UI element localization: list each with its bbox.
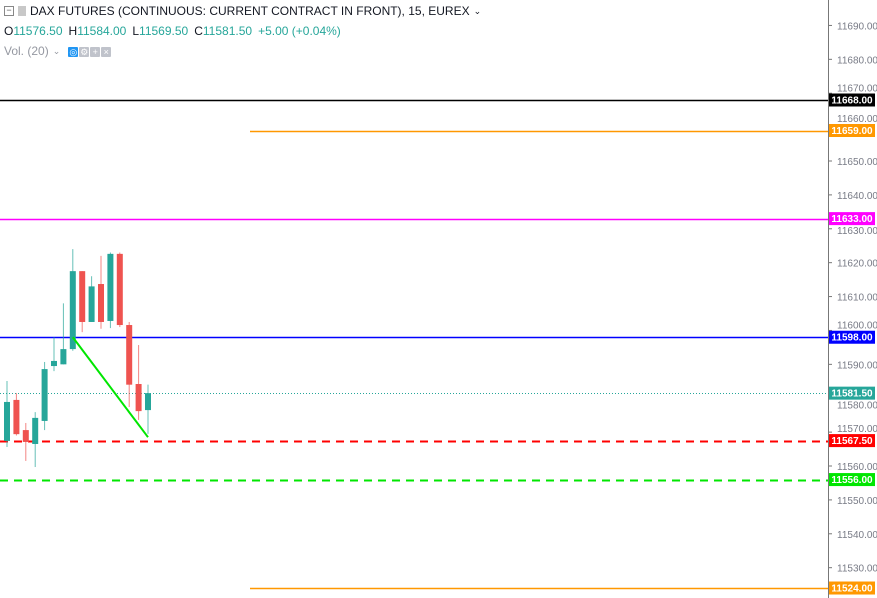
price-label: 11567.50	[831, 436, 873, 447]
y-tick-label: 11680.00	[837, 55, 877, 66]
candle-body	[79, 271, 86, 322]
candle	[107, 252, 114, 329]
close-value: 11581.50	[202, 23, 253, 38]
candle	[69, 249, 76, 351]
candle	[41, 361, 48, 431]
y-tick-label: 11650.00	[837, 157, 877, 168]
y-tick-label: 11570.00	[837, 424, 877, 435]
collapse-icon[interactable]: −	[4, 6, 14, 16]
close-icon[interactable]: ×	[101, 46, 112, 57]
ohlc-row: O11576.50 H11584.00 L11569.50 C11581.50 …	[4, 21, 481, 41]
price-label: 11524.00	[831, 584, 873, 595]
candle-body	[116, 253, 123, 326]
candle-body	[51, 360, 57, 367]
candle-body	[22, 430, 29, 442]
price-label: 11633.00	[831, 214, 873, 225]
candle	[126, 321, 133, 408]
candle-body	[41, 369, 48, 421]
y-tick-label: 11540.00	[837, 530, 877, 541]
y-tick-label: 11550.00	[837, 496, 877, 507]
open-value: 11576.50	[13, 23, 63, 38]
candle	[135, 345, 142, 420]
price-label-bg	[829, 473, 875, 487]
candle-body	[88, 286, 95, 322]
candle-body	[145, 393, 151, 411]
gear-icon[interactable]: ⚙	[79, 46, 90, 57]
high-label: H	[68, 23, 78, 38]
candle-body	[60, 349, 67, 365]
chevron-down-icon[interactable]: ⌄	[473, 5, 482, 16]
trendline	[72, 336, 149, 438]
price-label: 11598.00	[831, 333, 873, 344]
price-label-bg	[829, 330, 875, 344]
candle-body	[13, 399, 20, 435]
volume-row: Vol. (20) ⌄ ◎ ⚙ + ×	[4, 41, 481, 61]
price-label-bg	[829, 581, 875, 595]
candle	[88, 276, 95, 322]
candle	[51, 337, 57, 372]
y-tick-label: 11580.00	[837, 401, 877, 412]
chart-legend: − DAX FUTURES (CONTINUOUS: CURRENT CONTR…	[4, 1, 481, 61]
y-tick-label: 11660.00	[837, 114, 877, 125]
candle-body	[32, 417, 39, 444]
flag-icon[interactable]	[18, 6, 26, 16]
candle	[79, 271, 86, 333]
price-label-bg	[829, 386, 875, 400]
candle-body	[69, 271, 76, 350]
low-value: 11569.50	[139, 23, 189, 38]
candle-body	[107, 253, 114, 321]
candle	[98, 255, 104, 329]
open-label: O	[4, 23, 14, 38]
price-label-bg	[829, 434, 875, 448]
candle-body	[135, 383, 142, 412]
candle	[22, 422, 29, 461]
candle	[13, 393, 20, 436]
high-value: 11584.00	[77, 23, 127, 38]
low-label: L	[132, 23, 140, 38]
y-tick-label: 11620.00	[837, 259, 877, 270]
y-tick-label: 11640.00	[837, 191, 877, 202]
price-label: 11659.00	[831, 126, 873, 137]
candle	[60, 303, 67, 365]
eye-icon[interactable]: ◎	[68, 46, 79, 57]
candle-body	[126, 325, 133, 385]
y-tick-label: 11530.00	[837, 564, 877, 575]
candle-body	[4, 401, 10, 441]
candle	[32, 412, 39, 468]
candle	[4, 380, 10, 448]
y-tick-label: 11600.00	[837, 321, 877, 332]
y-tick-label: 11610.00	[837, 293, 877, 304]
price-label: 11556.00	[831, 475, 873, 486]
candle	[145, 384, 151, 434]
y-tick-label: 11590.00	[837, 360, 877, 371]
price-label: 11668.00	[831, 96, 873, 107]
chevron-down-icon[interactable]: ⌄	[52, 45, 61, 56]
price-label-bg	[829, 93, 875, 107]
volume-label[interactable]: Vol. (20)	[4, 43, 49, 58]
close-label: C	[194, 23, 203, 38]
price-label: 11581.50	[831, 389, 873, 400]
y-tick-label: 11630.00	[837, 226, 877, 237]
candle	[116, 252, 123, 328]
plus-icon[interactable]: +	[90, 46, 101, 57]
candle-body	[98, 284, 104, 322]
y-tick-label: 11560.00	[837, 462, 877, 473]
change-value: +5.00 (+0.04%)	[258, 23, 341, 38]
symbol-row: − DAX FUTURES (CONTINUOUS: CURRENT CONTR…	[4, 1, 481, 21]
symbol-title[interactable]: DAX FUTURES (CONTINUOUS: CURRENT CONTRAC…	[30, 3, 470, 18]
y-tick-label: 11690.00	[837, 21, 877, 32]
price-label-bg	[829, 124, 875, 138]
y-tick-label: 11670.00	[837, 84, 877, 95]
price-label-bg	[829, 212, 875, 226]
